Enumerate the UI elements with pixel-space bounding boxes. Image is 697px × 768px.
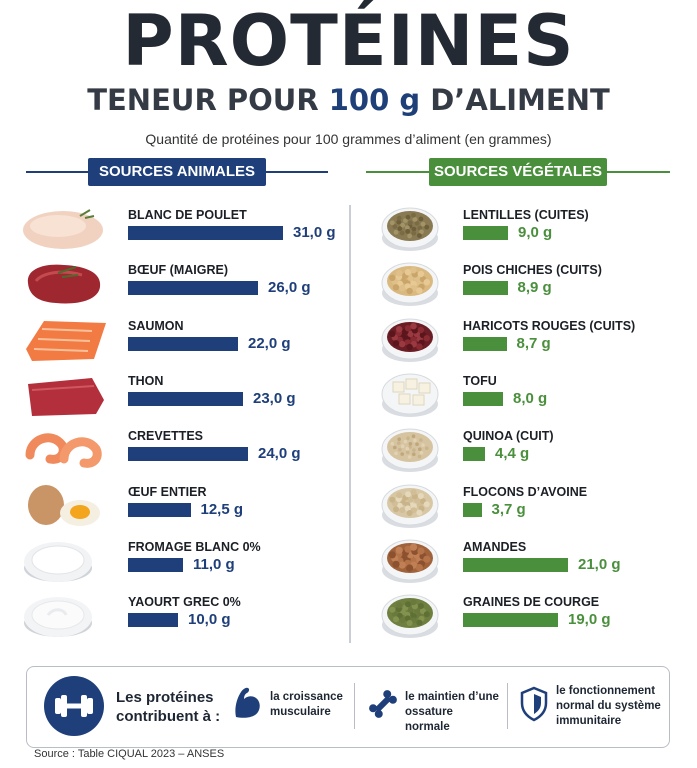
category-label: ŒUF ENTIER xyxy=(128,484,207,499)
bar xyxy=(463,391,503,406)
value-label: 4,4 g xyxy=(495,445,530,463)
bar xyxy=(463,613,558,628)
value-label: 23,0 g xyxy=(253,389,296,407)
bar xyxy=(463,557,568,572)
fromage-blanc-icon xyxy=(22,536,110,593)
dumbbell-icon xyxy=(44,676,104,736)
bar xyxy=(128,391,243,406)
subtitle-highlight: 100 g xyxy=(328,83,421,117)
egg-icon xyxy=(22,481,110,538)
bar xyxy=(128,336,238,351)
pumpkin-seeds-bowl-icon xyxy=(376,591,446,648)
category-label: SAUMON xyxy=(128,318,184,333)
value-label: 22,0 g xyxy=(248,334,291,352)
category-label: POIS CHICHES (CUITS) xyxy=(463,263,602,278)
value-label: 3,7 g xyxy=(491,500,526,518)
chart-caption: Quantité de protéines pour 100 grammes d… xyxy=(145,131,552,147)
bar xyxy=(128,447,248,462)
animal-section-title: SOURCES ANIMALES xyxy=(88,158,266,186)
bar xyxy=(463,226,508,240)
red-beans-bowl-icon xyxy=(376,315,446,372)
category-label: BLANC DE POULET xyxy=(128,208,247,222)
quinoa-bowl-icon xyxy=(376,425,446,482)
value-label: 8,7 g xyxy=(516,334,551,352)
category-label: HARICOTS ROUGES (CUITS) xyxy=(463,318,636,333)
category-label: QUINOA (CUIT) xyxy=(463,429,554,444)
bar xyxy=(128,281,258,296)
bar xyxy=(463,447,485,462)
chickpeas-bowl-icon xyxy=(376,259,446,316)
category-label: FLOCONS D’AVOINE xyxy=(463,484,588,499)
value-label: 26,0 g xyxy=(268,279,311,297)
bar xyxy=(128,613,178,628)
value-label: 8,9 g xyxy=(517,279,552,297)
subtitle-post: D’ALIMENT xyxy=(420,83,610,117)
bar xyxy=(463,502,482,517)
vegetal-section-title: SOURCES VÉGÉTALES xyxy=(429,158,607,186)
salmon-fillet-icon xyxy=(22,315,110,372)
value-label: 19,0 g xyxy=(568,611,611,629)
value-label: 9,0 g xyxy=(518,224,553,241)
page-subtitle: TENEUR POUR 100 g D’ALIMENT xyxy=(0,86,697,115)
category-label: CREVETTES xyxy=(128,429,204,444)
category-label: YAOURT GREC 0% xyxy=(128,595,241,610)
category-label: TOFU xyxy=(463,373,497,388)
bar xyxy=(128,502,191,517)
greek-yogurt-icon xyxy=(22,591,110,648)
page-title: PROTÉINES xyxy=(122,0,575,82)
tofu-bowl-icon xyxy=(376,370,446,427)
benefit-separator xyxy=(354,683,355,729)
shrimp-icon xyxy=(22,425,110,482)
lentils-bowl-icon xyxy=(376,204,446,261)
value-label: 12,5 g xyxy=(200,500,244,518)
bone-icon xyxy=(366,688,400,725)
category-label: FROMAGE BLANC 0% xyxy=(128,539,261,554)
bar xyxy=(463,336,507,351)
value-label: 21,0 g xyxy=(578,555,621,573)
category-label: GRAINES DE COURGE xyxy=(463,595,600,610)
bar xyxy=(128,226,283,240)
benefit-separator xyxy=(507,683,508,729)
shield-icon xyxy=(519,686,549,727)
value-label: 24,0 g xyxy=(258,445,301,463)
category-label: THON xyxy=(128,373,164,388)
column-divider xyxy=(349,205,351,643)
value-label: 11,0 g xyxy=(193,555,235,573)
chicken-breast-icon xyxy=(22,204,110,261)
category-label: LENTILLES (CUITES) xyxy=(463,208,589,222)
benefits-box xyxy=(26,666,670,748)
muscle-arm-icon xyxy=(232,684,264,725)
value-label: 10,0 g xyxy=(188,611,231,629)
oat-flakes-bowl-icon xyxy=(376,481,446,538)
benefit-bone-text: le maintien d’une ossature normale xyxy=(405,691,499,733)
value-label: 31,0 g xyxy=(293,224,336,241)
benefit-muscle-text: la croissance musculaire xyxy=(270,691,343,718)
source-note: Source : Table CIQUAL 2023 – ANSES xyxy=(34,748,225,760)
tuna-icon xyxy=(22,370,110,427)
value-label: 8,0 g xyxy=(513,389,548,407)
beef-steak-icon xyxy=(22,259,110,316)
benefits-lead: Les protéines contribuent à : xyxy=(116,689,221,725)
benefit-immune-text: le fonctionnement normal du système immu… xyxy=(556,685,661,727)
subtitle-pre: TENEUR POUR xyxy=(87,83,329,117)
almonds-bowl-icon xyxy=(376,536,446,593)
bar xyxy=(463,281,508,296)
category-label: AMANDES xyxy=(463,539,527,554)
category-label: BŒUF (MAIGRE) xyxy=(128,263,228,278)
bar xyxy=(128,557,183,572)
